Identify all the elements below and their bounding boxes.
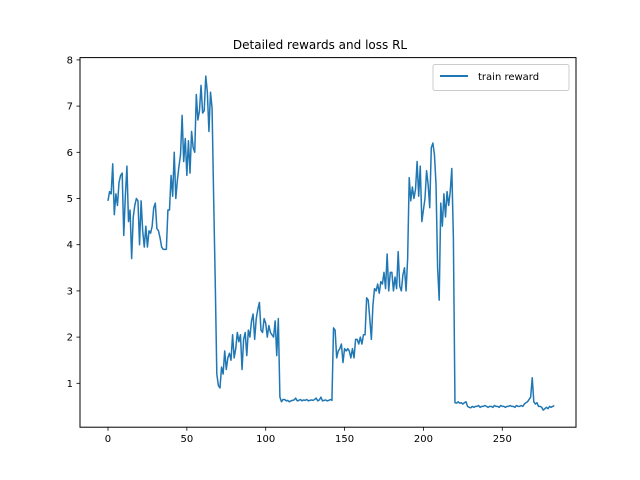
y-tick-label: 6 (67, 148, 73, 159)
plot-area (80, 57, 576, 428)
y-tick-label: 1 (67, 379, 73, 390)
y-tick-label: 4 (67, 240, 73, 251)
x-tick-label: 50 (180, 434, 193, 445)
y-tick-label: 7 (67, 102, 73, 113)
x-tick-label: 150 (335, 434, 354, 445)
legend: train reward (432, 64, 570, 91)
y-tick-label: 2 (67, 333, 73, 344)
y-tick-label: 8 (67, 55, 73, 66)
x-tick-label: 100 (256, 434, 275, 445)
y-axis: 1 2 3 4 5 6 7 8 (67, 55, 80, 390)
y-tick-label: 3 (67, 286, 73, 297)
series-line-train-reward (107, 75, 555, 411)
x-tick-label: 250 (493, 434, 512, 445)
series-layer (107, 75, 555, 411)
legend-label-train-reward: train reward (478, 72, 539, 83)
x-tick-label: 200 (414, 434, 433, 445)
plot-border (79, 57, 577, 428)
x-axis: 0 50 100 150 200 250 (105, 427, 512, 445)
y-tick-label: 5 (67, 194, 73, 205)
x-tick-label: 0 (105, 434, 111, 445)
legend-box (432, 64, 570, 91)
chart-title: Detailed rewards and loss RL (233, 38, 408, 52)
